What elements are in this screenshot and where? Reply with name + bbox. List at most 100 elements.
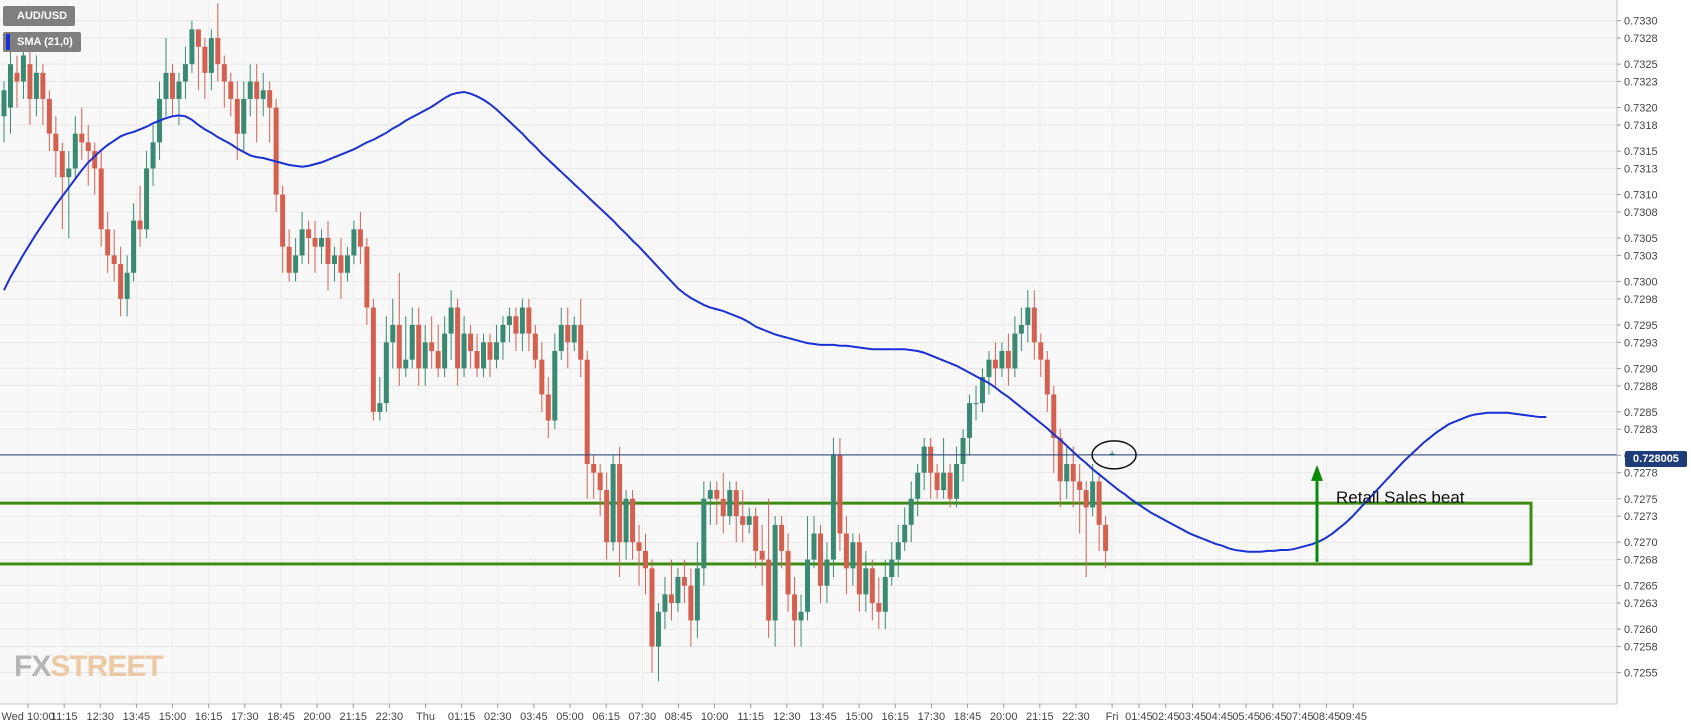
sma-label[interactable]: SMA (21,0): [3, 32, 81, 52]
candle-body: [597, 472, 603, 491]
x-tick-label: 09:45: [1340, 711, 1368, 723]
candle-body: [714, 490, 720, 499]
support-zone: [0, 501, 1533, 566]
candle-body: [766, 559, 772, 621]
x-tick-label: 05:00: [556, 711, 584, 723]
candle-body: [1044, 359, 1050, 395]
candle-body: [66, 168, 72, 178]
symbol-swatch: [6, 8, 10, 24]
candle-body: [526, 307, 532, 334]
candle-body: [79, 133, 85, 143]
candle-body: [20, 55, 26, 82]
x-tick-label: 22:30: [1062, 711, 1090, 723]
candle-body: [403, 359, 409, 369]
candle-body: [1038, 342, 1044, 360]
candle-body: [915, 472, 921, 499]
candle-body: [584, 359, 590, 464]
x-tick-label: Wed 10:00: [1, 711, 54, 723]
candle-body: [934, 472, 940, 491]
candle-body: [973, 403, 979, 405]
candle-body: [643, 550, 649, 569]
candle-body: [1005, 351, 1011, 369]
x-tick-label: 22:30: [376, 711, 404, 723]
candle-body: [105, 229, 111, 256]
fxstreet-logo: FXSTREET: [14, 650, 164, 683]
x-tick-label: 21:15: [339, 711, 367, 723]
candle-body: [830, 455, 836, 560]
candle-body: [299, 229, 305, 256]
candle-body: [286, 246, 292, 273]
candle-body: [856, 542, 862, 595]
candle-body: [202, 46, 208, 73]
candle-body: [1, 90, 7, 117]
candle-body: [111, 255, 117, 265]
y-tick-label: 0.7255: [1624, 668, 1658, 680]
retail-sales-arrow: [1091, 440, 1323, 562]
candle-body: [759, 550, 765, 560]
candle-body: [779, 524, 785, 551]
candle-body: [383, 342, 389, 404]
sma-polyline: [3, 90, 1547, 553]
candle-body: [40, 72, 46, 99]
candle-body: [513, 316, 519, 334]
candle-body: [221, 64, 227, 82]
candle-body: [675, 577, 681, 604]
candle-body: [344, 255, 350, 273]
candle-body: [668, 594, 674, 604]
candle-body: [746, 516, 752, 525]
x-tick-label: 13:45: [809, 711, 837, 723]
candle-body: [357, 229, 363, 247]
candle-body: [364, 246, 370, 308]
y-tick-label: 0.7305: [1624, 233, 1658, 245]
candle-body: [338, 255, 344, 273]
candle-body: [169, 72, 175, 99]
candle-body: [889, 559, 895, 577]
candle-body: [72, 133, 78, 169]
candle-body: [429, 342, 435, 351]
candle-body: [487, 342, 493, 360]
y-tick-label: 0.7290: [1624, 363, 1658, 375]
x-tick-label: 01:15: [448, 711, 476, 723]
candle-body: [863, 568, 869, 595]
candle-body: [182, 64, 188, 82]
candle-body: [46, 98, 52, 134]
candle-body: [474, 351, 480, 369]
candle-body: [552, 351, 558, 421]
candle-body: [27, 64, 33, 99]
x-tick-label: 10:00: [701, 711, 729, 723]
y-tick-label: 0.7275: [1624, 494, 1658, 506]
candle-body: [817, 533, 823, 586]
x-tick-label: 17:30: [231, 711, 259, 723]
candle-body: [908, 498, 914, 525]
y-tick-label: 0.7263: [1624, 598, 1658, 610]
symbol-label[interactable]: AUD/USD: [3, 6, 76, 26]
x-tick-label: 20:00: [990, 711, 1018, 723]
candle-body: [493, 342, 499, 360]
candle-body: [306, 229, 312, 238]
candle-body: [539, 359, 545, 395]
candle-body: [435, 351, 441, 369]
candle-body: [733, 490, 739, 517]
candle-body: [992, 359, 998, 369]
arrow-head: [1311, 464, 1323, 481]
candle-body: [1083, 490, 1089, 508]
candle-body: [798, 611, 804, 621]
candle-body: [409, 324, 415, 360]
candle-body: [740, 516, 746, 525]
candle-body: [707, 490, 713, 499]
y-tick-label: 0.7260: [1624, 624, 1658, 636]
candle-body: [837, 455, 843, 534]
candle-body: [578, 324, 584, 360]
candle-body: [1077, 481, 1083, 491]
x-tick-label: 08:45: [1313, 711, 1341, 723]
candle-body: [1064, 464, 1070, 482]
candle-body: [772, 524, 778, 621]
x-tick-label: Thu: [416, 711, 435, 723]
candle-body: [1103, 524, 1109, 551]
candle-body: [254, 81, 260, 99]
y-tick-label: 0.7268: [1624, 555, 1658, 567]
x-tick-label: 18:45: [267, 711, 295, 723]
x-tick-label: 02:30: [484, 711, 512, 723]
x-tick-label: 16:15: [881, 711, 909, 723]
